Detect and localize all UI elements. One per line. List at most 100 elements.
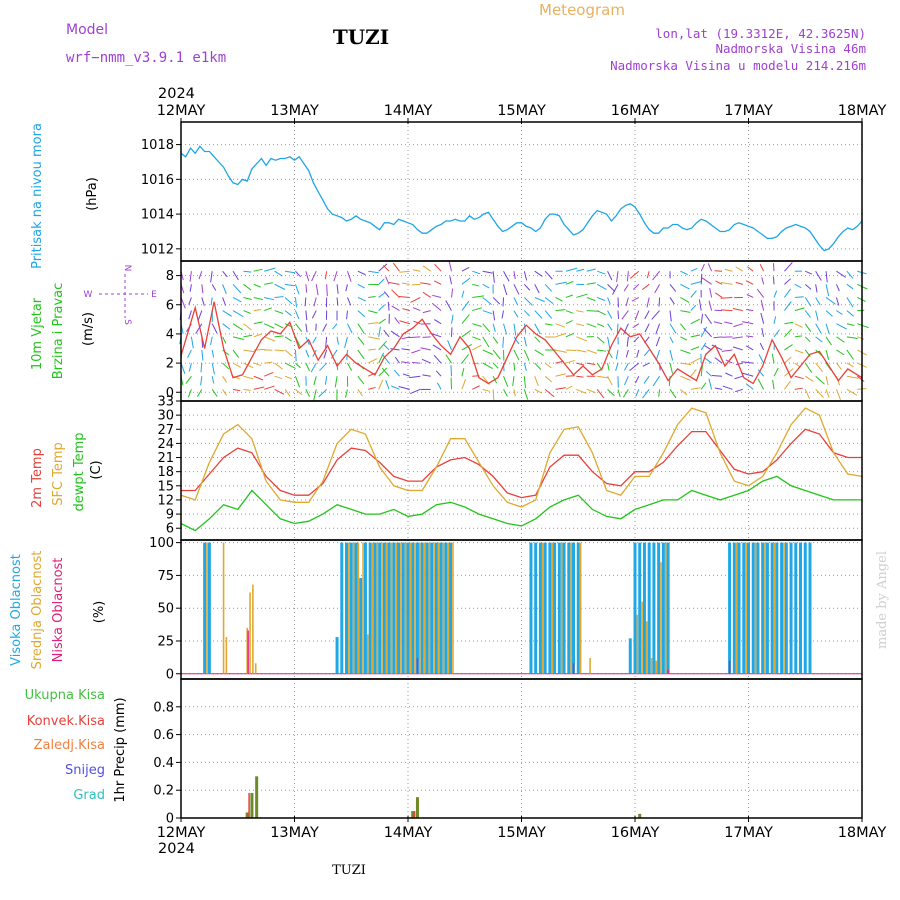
wind-vector <box>222 284 227 295</box>
cloud-mid-bar <box>655 660 658 674</box>
cloud-high-bar <box>439 542 443 674</box>
y-tick-label: 1014 <box>141 208 174 223</box>
wind-vector <box>394 317 400 325</box>
model-altitude-label: Nadmorska Visina u modelu 214.216m <box>610 58 866 73</box>
wind-vector <box>402 308 411 312</box>
wind-vector <box>534 388 542 394</box>
wind-vector <box>211 349 215 358</box>
cloud-high-bar <box>572 542 576 674</box>
wind-vector <box>607 388 615 397</box>
wind-vector <box>264 307 272 312</box>
wind-vector <box>305 271 310 282</box>
wind-vector <box>625 349 629 358</box>
wind-vector <box>222 349 230 356</box>
wind-vector <box>773 329 780 338</box>
wind-vector <box>534 284 540 294</box>
wind-vector <box>502 336 505 348</box>
wind-vector <box>680 375 691 381</box>
wind-vector <box>772 263 775 272</box>
wind-vector <box>284 389 291 397</box>
wind-vector <box>253 362 262 367</box>
wind-vector <box>804 362 813 373</box>
wind-vector <box>294 297 298 308</box>
wind-vector <box>422 374 431 377</box>
wind-vector <box>378 340 387 351</box>
cloud-high-bar <box>529 542 533 674</box>
wind-vector <box>253 296 263 301</box>
cloud-high-bar <box>799 542 803 674</box>
wind-vector <box>232 270 239 281</box>
wind-vector <box>378 326 381 337</box>
wind-vector <box>401 348 410 351</box>
wind-vector <box>357 389 363 397</box>
cloud-mid-bar <box>437 542 440 674</box>
compass-south: S <box>122 319 132 325</box>
wind-vector <box>680 323 686 331</box>
wind-vector <box>607 323 613 331</box>
wind-vector <box>472 283 480 287</box>
wind-vector <box>513 310 519 318</box>
cloud-mid-bar <box>783 542 785 674</box>
wind-vector <box>253 386 265 390</box>
cloud-high-bar <box>359 578 363 674</box>
wind-vector <box>326 284 328 297</box>
wind-vector <box>383 343 390 351</box>
wind-vector <box>621 310 629 320</box>
wind-vector <box>324 271 328 280</box>
wind-vector <box>313 376 317 386</box>
cloud-low-bar <box>416 658 419 674</box>
wind-vector <box>318 388 328 398</box>
cloud-high-bar <box>647 542 651 674</box>
wind-vector <box>846 270 854 279</box>
meteogram-subtitle: Meteogram <box>539 1 625 19</box>
wind-vector <box>284 297 293 305</box>
cloud-mid-bar <box>206 542 208 674</box>
wind-vector <box>513 389 516 397</box>
wind-vector <box>472 295 485 298</box>
wind-vector <box>388 282 400 285</box>
wind-vector <box>760 312 765 324</box>
wind-vector <box>378 263 388 272</box>
y-tick-label: 1018 <box>141 138 174 153</box>
wind-vector <box>815 310 819 321</box>
cloud-mid-axis-label: Srednja Oblacnost <box>30 551 45 670</box>
wind-vector <box>324 376 328 385</box>
wind-vector <box>185 375 192 384</box>
cloud-high-bar <box>794 542 798 674</box>
y-tick-label: 25 <box>157 634 174 649</box>
y-tick-label: 0.2 <box>153 784 174 799</box>
credit-label: made by Angel <box>875 551 890 649</box>
cloud-high-bar <box>543 542 547 674</box>
wind-vector <box>576 293 588 298</box>
wind-vector <box>188 297 192 305</box>
wind-vector <box>643 375 650 384</box>
compass-north: N <box>122 265 132 272</box>
wind-vector <box>555 349 567 353</box>
wind-vector <box>492 323 496 332</box>
wind-vector <box>794 335 803 338</box>
wind-vector <box>451 314 454 324</box>
wind-vector <box>503 389 508 397</box>
cloud-high-bar <box>761 542 765 674</box>
wind-vector <box>652 375 661 387</box>
wind-vector <box>368 358 378 364</box>
cloud-high-bar <box>363 542 367 674</box>
wind-vector <box>534 296 545 303</box>
wind-vector <box>544 388 555 398</box>
cloud-high-bar <box>406 542 410 674</box>
wind-vector <box>323 349 328 359</box>
wind-vector <box>472 307 482 312</box>
wind-vector <box>555 387 566 390</box>
wind-vector <box>586 296 596 302</box>
wind-vector <box>596 336 605 344</box>
wind-vector <box>794 307 805 312</box>
wind-vector <box>264 361 273 364</box>
y-tick-label: 2 <box>166 357 174 372</box>
wind-vector <box>264 336 276 342</box>
wind-vector <box>835 389 842 400</box>
wind-vector <box>412 361 421 364</box>
wind-vector <box>534 323 541 335</box>
wind-vector <box>836 349 845 356</box>
wind-vector <box>720 296 733 299</box>
cloud-mid-bar <box>225 637 228 674</box>
